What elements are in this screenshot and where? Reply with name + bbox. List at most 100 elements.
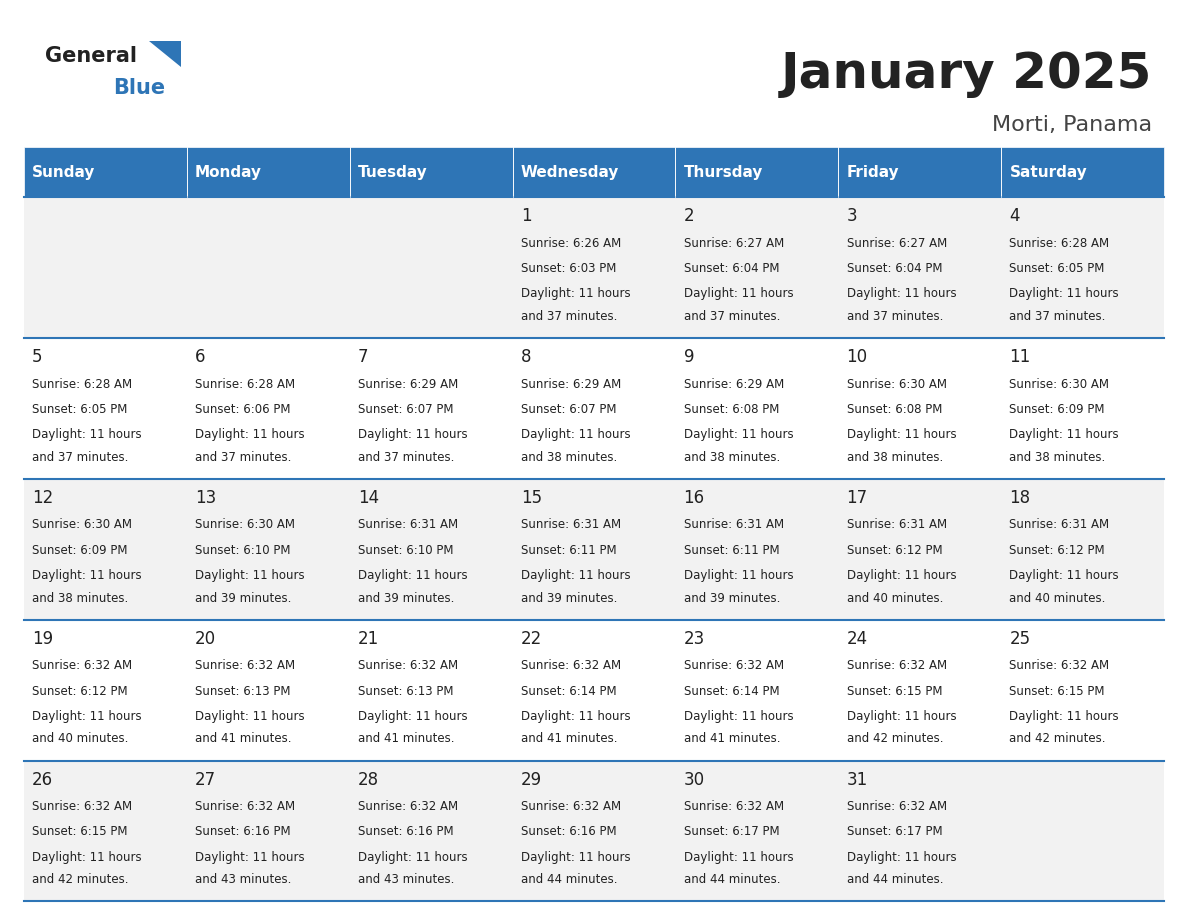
Text: Sunset: 6:15 PM: Sunset: 6:15 PM	[1010, 685, 1105, 698]
Text: Sunrise: 6:31 AM: Sunrise: 6:31 AM	[683, 519, 784, 532]
Text: Sunday: Sunday	[32, 164, 95, 180]
Bar	[349, 761, 512, 901]
Text: Sunrise: 6:27 AM: Sunrise: 6:27 AM	[847, 237, 947, 250]
Text: Sunrise: 6:32 AM: Sunrise: 6:32 AM	[195, 800, 295, 813]
Text: Sunset: 6:08 PM: Sunset: 6:08 PM	[683, 403, 779, 416]
Point	[669, 141, 683, 152]
Text: 10: 10	[847, 348, 867, 366]
Bar	[187, 338, 349, 479]
Bar	[512, 197, 676, 338]
Bar	[1001, 479, 1164, 620]
Bar	[187, 620, 349, 761]
Text: Sunrise: 6:32 AM: Sunrise: 6:32 AM	[520, 800, 621, 813]
Bar	[839, 147, 1001, 197]
Text: and 44 minutes.: and 44 minutes.	[520, 873, 618, 886]
Text: 20: 20	[195, 630, 216, 648]
Text: Sunset: 6:04 PM: Sunset: 6:04 PM	[847, 263, 942, 275]
Text: Sunrise: 6:28 AM: Sunrise: 6:28 AM	[32, 377, 132, 391]
Text: Sunset: 6:13 PM: Sunset: 6:13 PM	[358, 685, 454, 698]
Text: and 40 minutes.: and 40 minutes.	[1010, 592, 1106, 605]
Bar	[512, 147, 676, 197]
Text: 12: 12	[32, 489, 53, 507]
Text: and 38 minutes.: and 38 minutes.	[1010, 451, 1106, 464]
Point	[832, 192, 846, 203]
Text: and 37 minutes.: and 37 minutes.	[847, 310, 943, 323]
Text: Daylight: 11 hours: Daylight: 11 hours	[195, 569, 304, 582]
Bar	[187, 147, 349, 197]
Text: Sunset: 6:13 PM: Sunset: 6:13 PM	[195, 685, 290, 698]
Text: Daylight: 11 hours: Daylight: 11 hours	[358, 569, 467, 582]
Text: 21: 21	[358, 630, 379, 648]
Bar	[512, 761, 676, 901]
Text: and 39 minutes.: and 39 minutes.	[520, 592, 617, 605]
Text: Sunset: 6:12 PM: Sunset: 6:12 PM	[847, 543, 942, 557]
Text: Sunset: 6:12 PM: Sunset: 6:12 PM	[32, 685, 127, 698]
Text: Sunrise: 6:32 AM: Sunrise: 6:32 AM	[1010, 659, 1110, 672]
Text: Sunset: 6:16 PM: Sunset: 6:16 PM	[358, 825, 454, 838]
Text: and 37 minutes.: and 37 minutes.	[520, 310, 617, 323]
Text: 2: 2	[683, 207, 694, 225]
Text: 14: 14	[358, 489, 379, 507]
Bar	[839, 479, 1001, 620]
Bar	[24, 761, 187, 901]
Text: 18: 18	[1010, 489, 1030, 507]
Bar	[839, 620, 1001, 761]
Point	[832, 141, 846, 152]
Text: and 41 minutes.: and 41 minutes.	[683, 733, 781, 745]
Text: Sunset: 6:16 PM: Sunset: 6:16 PM	[195, 825, 290, 838]
Text: Sunset: 6:16 PM: Sunset: 6:16 PM	[520, 825, 617, 838]
Point	[342, 141, 356, 152]
Text: Sunrise: 6:27 AM: Sunrise: 6:27 AM	[683, 237, 784, 250]
Bar	[512, 338, 676, 479]
Text: 30: 30	[683, 770, 704, 789]
Text: Sunset: 6:10 PM: Sunset: 6:10 PM	[195, 543, 290, 557]
Text: Sunset: 6:17 PM: Sunset: 6:17 PM	[847, 825, 942, 838]
Text: 6: 6	[195, 348, 206, 366]
Text: Sunrise: 6:32 AM: Sunrise: 6:32 AM	[520, 659, 621, 672]
Text: Daylight: 11 hours: Daylight: 11 hours	[847, 287, 956, 300]
Text: Sunset: 6:07 PM: Sunset: 6:07 PM	[358, 403, 454, 416]
Text: Daylight: 11 hours: Daylight: 11 hours	[520, 851, 631, 864]
Text: 31: 31	[847, 770, 867, 789]
Text: and 37 minutes.: and 37 minutes.	[1010, 310, 1106, 323]
Text: Tuesday: Tuesday	[358, 164, 428, 180]
Text: and 41 minutes.: and 41 minutes.	[520, 733, 618, 745]
Text: Sunset: 6:14 PM: Sunset: 6:14 PM	[683, 685, 779, 698]
Text: and 43 minutes.: and 43 minutes.	[358, 873, 454, 886]
Text: and 44 minutes.: and 44 minutes.	[683, 873, 781, 886]
Text: Sunrise: 6:32 AM: Sunrise: 6:32 AM	[847, 800, 947, 813]
Text: Sunset: 6:07 PM: Sunset: 6:07 PM	[520, 403, 617, 416]
Text: Sunrise: 6:32 AM: Sunrise: 6:32 AM	[32, 659, 132, 672]
Text: 25: 25	[1010, 630, 1030, 648]
Text: and 41 minutes.: and 41 minutes.	[195, 733, 291, 745]
Text: Sunrise: 6:32 AM: Sunrise: 6:32 AM	[32, 800, 132, 813]
Text: 16: 16	[683, 489, 704, 507]
Text: Sunset: 6:15 PM: Sunset: 6:15 PM	[32, 825, 127, 838]
Point	[994, 192, 1009, 203]
Text: and 39 minutes.: and 39 minutes.	[683, 592, 781, 605]
Text: 11: 11	[1010, 348, 1031, 366]
Bar	[1001, 147, 1164, 197]
Text: 17: 17	[847, 489, 867, 507]
Text: Sunrise: 6:29 AM: Sunrise: 6:29 AM	[358, 377, 459, 391]
Bar	[349, 479, 512, 620]
Text: Sunrise: 6:28 AM: Sunrise: 6:28 AM	[1010, 237, 1110, 250]
Bar	[676, 620, 839, 761]
Text: and 42 minutes.: and 42 minutes.	[32, 873, 128, 886]
Text: Sunrise: 6:32 AM: Sunrise: 6:32 AM	[358, 800, 457, 813]
Text: Daylight: 11 hours: Daylight: 11 hours	[195, 851, 304, 864]
Text: 28: 28	[358, 770, 379, 789]
Polygon shape	[148, 41, 181, 67]
Text: Daylight: 11 hours: Daylight: 11 hours	[683, 710, 794, 723]
Bar	[839, 761, 1001, 901]
Text: Morti, Panama: Morti, Panama	[992, 115, 1152, 135]
Text: 27: 27	[195, 770, 216, 789]
Bar	[349, 620, 512, 761]
Text: 22: 22	[520, 630, 542, 648]
Text: 26: 26	[32, 770, 53, 789]
Bar	[676, 479, 839, 620]
Bar	[839, 197, 1001, 338]
Text: Sunrise: 6:29 AM: Sunrise: 6:29 AM	[520, 377, 621, 391]
Text: Sunrise: 6:31 AM: Sunrise: 6:31 AM	[847, 519, 947, 532]
Text: and 38 minutes.: and 38 minutes.	[520, 451, 617, 464]
